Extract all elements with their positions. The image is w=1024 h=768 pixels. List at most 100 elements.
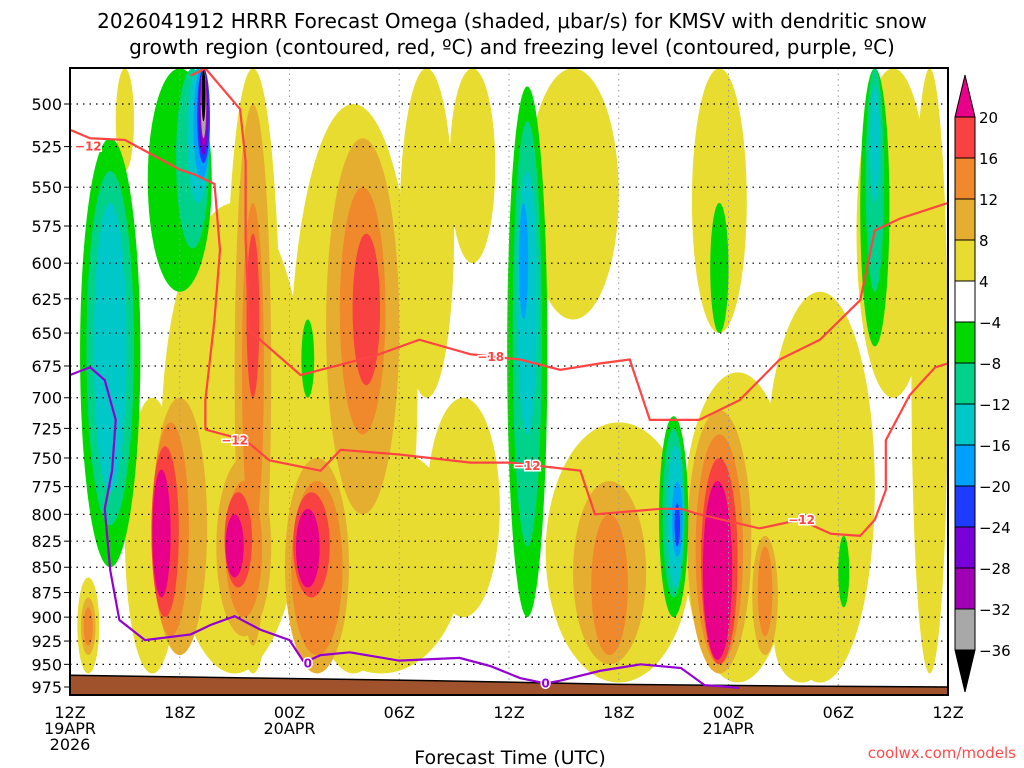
colorbar: 20 16 12 8 4 −4 −8 −12 −16 −20 −24 −28 −32 −36 xyxy=(954,74,1011,693)
x-tick-label: 18Z xyxy=(603,703,634,722)
y-tick-label: 650 xyxy=(31,324,62,343)
omega-feature-59 xyxy=(93,202,127,493)
colorbar-label: −36 xyxy=(979,642,1011,660)
colorbar-label: 4 xyxy=(979,273,989,291)
omega-feature-35 xyxy=(83,607,93,646)
contour-label: 0 xyxy=(304,656,312,670)
y-tick-label: 500 xyxy=(31,95,62,114)
colorbar-label: −16 xyxy=(979,437,1011,455)
omega-feature-15 xyxy=(449,68,496,264)
x-tick-label: 00Z xyxy=(274,703,305,722)
omega-feature-8 xyxy=(527,68,619,320)
colorbar-label: 8 xyxy=(979,232,989,250)
x-tick-label: 20APR xyxy=(263,719,315,738)
y-tick-label: 575 xyxy=(31,217,62,236)
contour-freezing-level xyxy=(70,366,740,690)
colorbar-swatch xyxy=(954,608,976,651)
y-tick-label: 825 xyxy=(31,532,62,551)
colorbar-swatch xyxy=(954,280,976,323)
omega-feature-50 xyxy=(710,202,729,334)
colorbar-swatch xyxy=(954,321,976,364)
y-tick-label: 775 xyxy=(31,478,62,497)
x-tick-label: 00Z xyxy=(713,703,744,722)
colorbar-above-triangle xyxy=(954,74,976,118)
colorbar-swatch xyxy=(954,567,976,610)
y-tick-label: 925 xyxy=(31,632,62,651)
x-tick-label: 18Z xyxy=(164,703,195,722)
omega-feature-13 xyxy=(911,68,948,674)
omega-feature-45 xyxy=(702,480,733,660)
contour-label: −12 xyxy=(221,433,248,447)
y-tick-label: 850 xyxy=(31,558,62,577)
y-tick-label: 625 xyxy=(31,290,62,309)
x-tick-label: 06Z xyxy=(384,703,415,722)
omega-feature-7 xyxy=(426,397,500,618)
omega-feature-52 xyxy=(301,319,315,398)
colorbar-swatch xyxy=(954,157,976,200)
chart-title-line1: 2026041912 HRRR Forecast Omega (shaded, … xyxy=(97,9,927,33)
colorbar-label: 16 xyxy=(979,150,998,168)
axes: 500 525 550 575 600 625 650 675 700 725 750 775 800 8… xyxy=(31,95,963,754)
omega-feature-14 xyxy=(115,68,135,172)
colorbar-swatch xyxy=(954,116,976,159)
colorbar-swatch xyxy=(954,485,976,528)
y-tick-label: 750 xyxy=(31,449,62,468)
omega-feature-63 xyxy=(870,86,880,203)
colorbar-swatch xyxy=(954,526,976,569)
omega-feature-17 xyxy=(774,597,830,683)
y-tick-label: 725 xyxy=(31,419,62,438)
omega-feature-65 xyxy=(519,202,529,320)
contour-label: 0 xyxy=(541,676,549,690)
terrain xyxy=(70,674,948,695)
y-tick-label: 875 xyxy=(31,584,62,603)
contour-dgz-minus12-lower xyxy=(205,362,948,538)
colorbar-label: −8 xyxy=(979,355,1001,373)
y-tick-label: 900 xyxy=(31,608,62,627)
omega-feature-36 xyxy=(246,233,260,398)
omega-feature-37 xyxy=(352,233,381,386)
y-tick-label: 550 xyxy=(31,178,62,197)
colorbar-label: −24 xyxy=(979,519,1011,537)
x-tick-label: 12Z xyxy=(54,703,85,722)
colorbar-label: −32 xyxy=(979,601,1011,619)
omega-feature-32 xyxy=(591,514,628,656)
omega-feature-34 xyxy=(757,546,773,637)
omega-feature-43 xyxy=(225,514,244,578)
omega-feature-53 xyxy=(838,535,850,608)
omega-feature-61 xyxy=(517,171,538,435)
contour-label: −12 xyxy=(514,459,541,473)
colorbar-label: −28 xyxy=(979,560,1011,578)
colorbar-swatch xyxy=(954,362,976,405)
plot-frame xyxy=(69,67,949,696)
y-tick-label: 600 xyxy=(31,254,62,273)
colorbar-label: 12 xyxy=(979,191,998,209)
x-tick-label: 21APR xyxy=(702,719,754,738)
y-tick-label: 525 xyxy=(31,138,62,157)
x-axis-label: Forecast Time (UTC) xyxy=(414,747,605,768)
omega-feature-16 xyxy=(691,68,747,334)
colorbar-label: −12 xyxy=(979,396,1011,414)
colorbar-swatch xyxy=(954,403,976,446)
contour-dgz-minus18 xyxy=(190,68,948,422)
colorbar-swatch xyxy=(954,198,976,241)
x-tick-label: 12Z xyxy=(493,703,524,722)
x-tick-label: 06Z xyxy=(823,703,854,722)
y-tick-label: 675 xyxy=(31,357,62,376)
chart-title-line2: growth region (contoured, red, ºC) and f… xyxy=(129,35,895,59)
omega-feature-44 xyxy=(295,508,320,588)
colorbar-label: −20 xyxy=(979,478,1011,496)
y-tick-label: 950 xyxy=(31,655,62,674)
contour-dgz-minus12-upper xyxy=(70,128,222,430)
x-tick-label: 19APR xyxy=(44,719,96,738)
omega-feature-3 xyxy=(399,68,455,398)
x-tick-label: 2026 xyxy=(50,735,91,754)
omega-feature-42 xyxy=(152,469,171,598)
omega-feature-72 xyxy=(201,68,206,122)
contour-label: −18 xyxy=(477,350,504,364)
x-tick-label: 12Z xyxy=(932,703,963,722)
colorbar-label: −4 xyxy=(979,314,1001,332)
contour-label: −12 xyxy=(75,140,102,154)
plot-area: −12 −12 −18 −12 −12 0 0 xyxy=(70,68,948,695)
credit-text: coolwx.com/models xyxy=(868,744,1016,762)
